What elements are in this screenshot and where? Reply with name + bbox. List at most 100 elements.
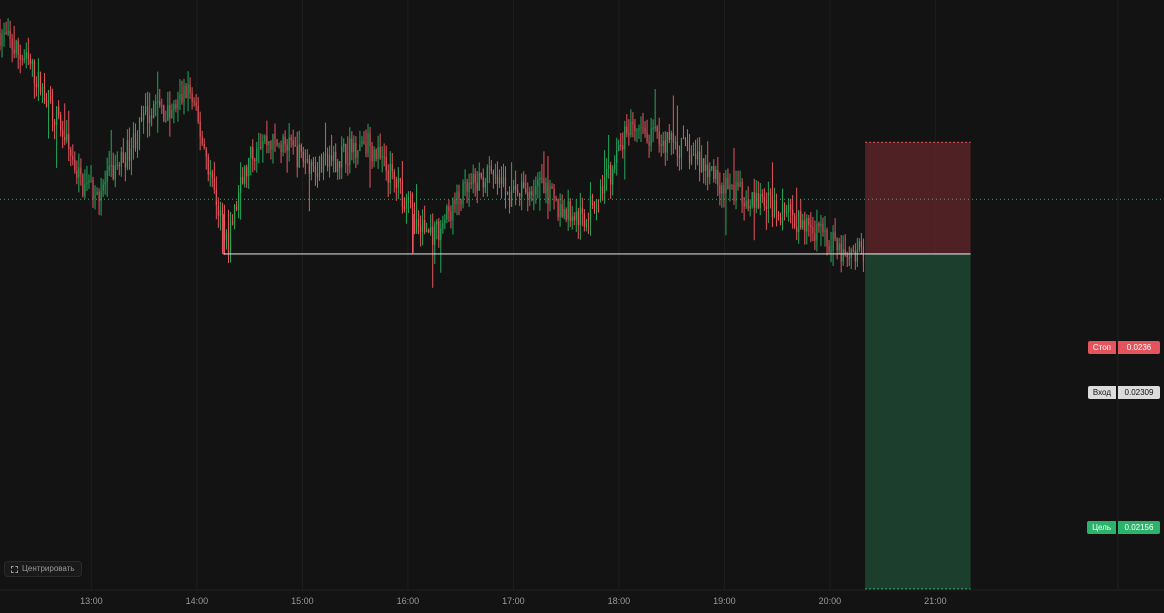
candle-body <box>741 181 743 203</box>
candle-body <box>72 155 74 160</box>
target-label-value: 0.02156 <box>1118 521 1160 534</box>
candle-body <box>415 219 418 234</box>
candle-body <box>545 182 547 194</box>
candle-body <box>480 172 482 178</box>
candle-body <box>753 192 755 208</box>
candle-body <box>500 177 503 185</box>
candle-body <box>510 190 513 207</box>
candle-body <box>541 177 543 179</box>
candle-body <box>547 182 549 205</box>
candle-body <box>703 158 705 171</box>
candle-body <box>618 145 620 151</box>
candle-body <box>401 182 403 207</box>
candle-body <box>763 196 765 206</box>
candle-body <box>852 249 854 251</box>
candle-body <box>191 93 193 102</box>
candle-body <box>531 191 533 196</box>
candle-body <box>842 249 844 262</box>
candle-body <box>86 182 88 184</box>
candle-body <box>100 190 102 201</box>
candle-body <box>446 206 448 220</box>
candle-body <box>513 185 515 191</box>
candle-body <box>296 146 298 168</box>
candle-body <box>357 150 359 158</box>
candle-body <box>638 127 640 131</box>
candle-body <box>49 90 52 101</box>
candle-body <box>375 150 377 159</box>
candle-body <box>517 189 519 194</box>
candle-body <box>112 164 114 179</box>
candle-body <box>537 179 539 187</box>
candle-body <box>286 144 288 151</box>
candle-body <box>674 141 676 143</box>
candle-body <box>397 177 399 188</box>
candle-body <box>668 132 670 140</box>
candle-body <box>391 164 393 172</box>
candle-body <box>403 206 406 210</box>
candle-body <box>94 195 96 199</box>
candle-body <box>636 130 638 132</box>
candle-body <box>731 184 733 186</box>
candle-body <box>181 93 183 103</box>
candle-body <box>490 165 492 171</box>
candle-body <box>769 192 772 195</box>
candle-body <box>646 133 648 142</box>
candle-body <box>723 185 725 194</box>
target-price-label: Цель 0.02156 <box>1087 521 1160 534</box>
candle-body <box>308 158 310 174</box>
candle-body <box>333 151 335 161</box>
candle-body <box>132 132 135 149</box>
stop-label-text: Стоп <box>1087 341 1116 354</box>
center-button[interactable]: Центрировать <box>4 561 82 577</box>
candle-body <box>430 227 432 233</box>
candle-body <box>737 182 739 187</box>
candle-body <box>347 164 349 166</box>
candle-body <box>17 40 19 55</box>
x-tick-label: 13:00 <box>80 596 103 606</box>
candle-body <box>806 218 808 232</box>
candle-body <box>343 144 345 147</box>
candle-body <box>369 133 371 147</box>
candle-body <box>116 164 118 166</box>
candle-body <box>438 221 440 241</box>
candle-body <box>484 182 486 188</box>
candle-body <box>262 141 264 148</box>
candle-body <box>432 227 434 246</box>
candle-body <box>126 139 128 168</box>
candle-body <box>367 133 369 154</box>
candle-body <box>389 164 391 183</box>
candle-body <box>747 200 749 209</box>
candle-body <box>173 103 175 111</box>
candle-body <box>355 143 357 158</box>
candle-body <box>31 60 33 65</box>
candle-body <box>231 220 234 225</box>
candle-body <box>612 169 614 185</box>
candle-body <box>688 148 691 164</box>
candle-body <box>749 205 751 209</box>
candle-body <box>719 185 721 194</box>
candle-body <box>523 182 525 189</box>
candle-body <box>573 216 575 221</box>
candle-body <box>264 135 266 142</box>
candle-body <box>684 138 687 142</box>
candle-body <box>349 138 351 165</box>
candle-body <box>610 165 612 185</box>
candle-body <box>603 176 606 194</box>
candle-body <box>652 128 654 130</box>
candle-body <box>41 86 44 92</box>
candle-body <box>29 58 31 65</box>
candle-body <box>387 170 389 183</box>
candle-body <box>715 169 717 179</box>
candle-body <box>252 147 254 160</box>
candle-body <box>448 206 450 212</box>
candle-body <box>686 141 689 149</box>
x-tick-label: 17:00 <box>502 596 525 606</box>
candle-body <box>302 151 304 162</box>
candle-body <box>626 126 628 134</box>
candle-body <box>118 164 120 167</box>
candle-body <box>272 133 274 150</box>
candle-body <box>694 153 697 160</box>
candle-body <box>660 144 662 147</box>
candle-body <box>351 138 353 153</box>
